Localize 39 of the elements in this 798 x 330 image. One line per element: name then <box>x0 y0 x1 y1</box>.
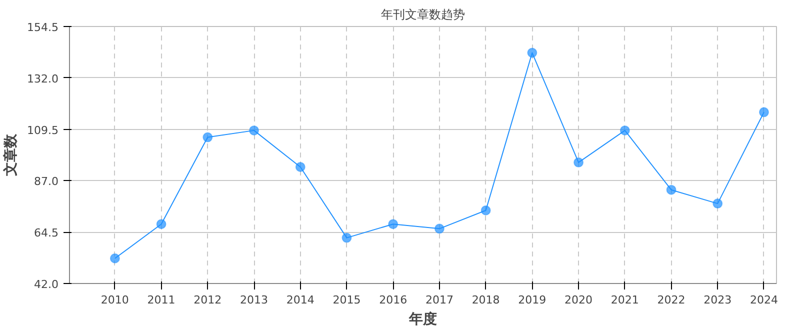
x-tick-label: 2019 <box>518 294 546 306</box>
x-tick-label: 2011 <box>147 294 176 306</box>
point <box>110 253 120 264</box>
x-tick-label: 2010 <box>100 294 129 306</box>
y-tick-label: 109.5 <box>27 124 59 137</box>
point <box>342 232 352 243</box>
point <box>388 219 398 230</box>
x-tick-label: 2015 <box>332 294 361 306</box>
x-tick-label: 2022 <box>657 294 686 306</box>
x-tick-label: 2016 <box>379 294 408 306</box>
y-tick-label: 87.0 <box>34 175 59 188</box>
y-axis-title: 文章数 <box>2 133 20 177</box>
x-tick-label: 2014 <box>286 294 314 306</box>
point <box>202 132 213 142</box>
chart-title: 年刊文章数趋势 <box>381 8 465 22</box>
point <box>156 219 166 230</box>
y-tick-label: 132.0 <box>27 72 59 86</box>
point <box>620 125 630 136</box>
x-tick-label: 2021 <box>610 294 639 306</box>
x-tick-label: 2012 <box>194 294 222 306</box>
y-tick-label: 64.5 <box>34 226 59 240</box>
y-tick-label: 154.5 <box>27 21 59 34</box>
point <box>295 162 306 172</box>
x-tick-label: 2013 <box>240 294 268 306</box>
x-tick-label: 2017 <box>425 294 454 306</box>
x-tick-label: 2020 <box>564 294 593 306</box>
point <box>758 107 769 118</box>
x-tick-label: 2024 <box>750 294 778 306</box>
point <box>249 125 260 136</box>
point <box>480 205 491 216</box>
point <box>712 198 723 209</box>
point <box>666 184 676 195</box>
x-tick-label: 2023 <box>704 294 732 306</box>
point <box>527 48 538 58</box>
y-tick-label: 42.0 <box>34 278 59 291</box>
x-tick-label: 2018 <box>472 294 500 306</box>
x-axis-title: 年度 <box>408 310 437 328</box>
point <box>434 224 444 234</box>
point <box>574 157 584 168</box>
